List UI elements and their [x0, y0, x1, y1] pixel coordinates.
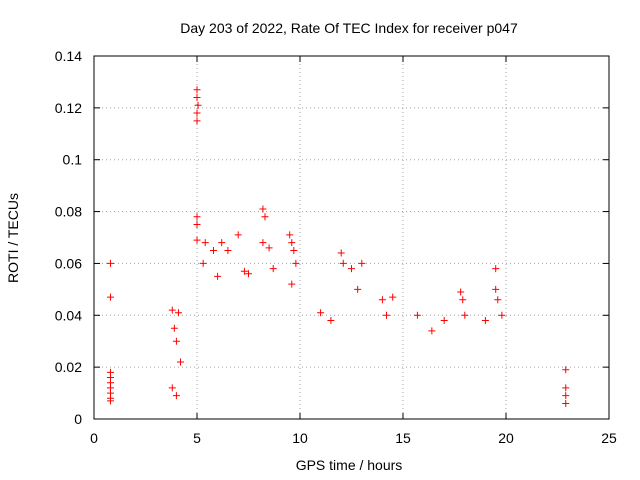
data-point — [440, 316, 448, 324]
data-point — [172, 337, 180, 345]
data-point — [317, 309, 325, 317]
y-tick-label: 0.04 — [55, 307, 82, 323]
data-point — [457, 288, 465, 296]
data-point — [498, 311, 506, 319]
y-tick-label: 0.1 — [63, 152, 83, 168]
data-point — [337, 249, 345, 257]
data-point — [261, 213, 269, 221]
data-point — [389, 293, 397, 301]
x-tick-label: 20 — [498, 430, 514, 446]
y-axis-label: ROTI / TECUs — [5, 193, 21, 283]
data-point — [428, 327, 436, 335]
data-point — [193, 109, 201, 117]
data-point — [269, 265, 277, 273]
data-point — [383, 311, 391, 319]
y-tick-label: 0.08 — [55, 204, 82, 220]
y-tick-label: 0.02 — [55, 359, 82, 375]
grid-lines — [94, 56, 609, 419]
y-tick-label: 0 — [74, 411, 82, 427]
data-point — [193, 236, 201, 244]
plot-frame — [93, 55, 610, 420]
y-tick-label: 0.12 — [55, 100, 82, 116]
x-tick-label: 25 — [601, 430, 617, 446]
data-point — [327, 316, 335, 324]
data-point — [378, 296, 386, 304]
data-point — [265, 244, 273, 252]
data-point — [286, 231, 294, 239]
data-point — [492, 285, 500, 293]
data-point — [290, 246, 298, 254]
x-tick-label: 10 — [292, 430, 308, 446]
data-point — [413, 311, 421, 319]
data-points — [106, 86, 570, 407]
chart-title: Day 203 of 2022, Rate Of TEC Index for r… — [180, 20, 518, 36]
data-point — [106, 397, 114, 405]
data-point — [234, 231, 242, 239]
data-point — [106, 259, 114, 267]
data-point — [461, 311, 469, 319]
data-point — [259, 205, 267, 213]
data-point — [218, 239, 226, 247]
data-point — [193, 221, 201, 229]
data-point — [199, 259, 207, 267]
data-point — [288, 280, 296, 288]
data-point — [170, 324, 178, 332]
data-point — [177, 358, 185, 366]
data-point — [214, 272, 222, 280]
data-point — [193, 86, 201, 94]
y-tick-label: 0.06 — [55, 255, 82, 271]
data-point — [168, 306, 176, 314]
data-point — [193, 213, 201, 221]
data-point — [492, 265, 500, 273]
axis-ticks — [93, 55, 610, 420]
data-point — [348, 265, 355, 273]
data-point — [354, 285, 362, 293]
data-point — [193, 117, 201, 125]
data-point — [106, 293, 114, 301]
data-point — [174, 309, 182, 317]
data-point — [259, 239, 267, 247]
data-point — [168, 384, 176, 392]
data-point — [209, 246, 217, 254]
x-tick-labels: 0 5 10 15 20 25 — [90, 430, 617, 446]
data-point — [494, 296, 502, 304]
data-point — [245, 270, 252, 278]
x-axis-label: GPS time / hours — [296, 457, 403, 473]
data-point — [481, 316, 489, 324]
x-tick-label: 15 — [395, 430, 411, 446]
x-tick-label: 5 — [193, 430, 201, 446]
y-tick-labels: 0 0.02 0.04 0.06 0.08 0.1 0.12 0.14 — [55, 48, 82, 427]
data-point — [292, 259, 300, 267]
data-point — [358, 259, 366, 267]
x-tick-label: 0 — [90, 430, 98, 446]
data-point — [240, 267, 248, 275]
data-point — [562, 392, 570, 400]
data-point — [562, 366, 570, 374]
data-point — [562, 399, 570, 407]
data-point — [193, 93, 201, 101]
data-point — [339, 259, 347, 267]
data-point — [562, 384, 570, 392]
data-point — [224, 246, 232, 254]
y-tick-label: 0.14 — [55, 48, 82, 64]
data-point — [172, 392, 180, 400]
data-point — [288, 239, 296, 247]
data-point — [459, 296, 467, 304]
data-point — [201, 239, 209, 247]
data-point — [194, 101, 202, 109]
